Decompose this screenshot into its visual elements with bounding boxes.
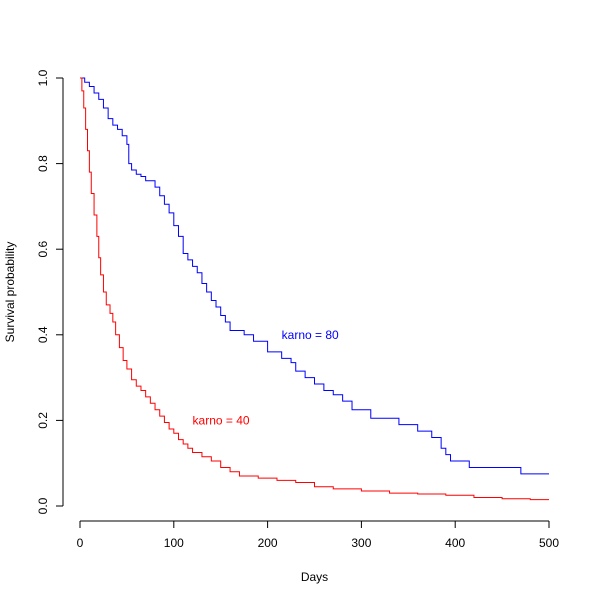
y-tick-label: 0.6 xyxy=(36,241,50,258)
x-tick-label: 100 xyxy=(164,536,184,550)
x-tick-label: 300 xyxy=(351,536,371,550)
series-layer xyxy=(80,77,549,501)
x-tick-label: 0 xyxy=(77,536,84,550)
x-tick-label: 200 xyxy=(258,536,278,550)
y-tick-label: 0.4 xyxy=(36,326,50,343)
series-label-2: karno = 40 xyxy=(193,413,250,427)
x-axis-title: Days xyxy=(301,570,328,584)
series-label-1: karno = 80 xyxy=(282,328,339,342)
series-label-layer: karno = 80 karno = 40 xyxy=(193,328,339,428)
y-axis-title: Survival probability xyxy=(3,242,17,343)
series-line-1 xyxy=(80,77,549,475)
x-tick-label: 500 xyxy=(539,536,559,550)
y-tick-label: 1.0 xyxy=(36,69,50,86)
x-tick-label: 400 xyxy=(445,536,465,550)
x-axis: 0 100 200 300 400 500 xyxy=(77,520,559,550)
series-line-2 xyxy=(80,77,549,501)
y-tick-label: 0.2 xyxy=(36,412,50,429)
y-tick-label: 0.8 xyxy=(36,155,50,172)
y-axis: 0.0 0.2 0.4 0.6 0.8 1.0 xyxy=(36,69,64,514)
y-tick-label: 0.0 xyxy=(36,497,50,514)
